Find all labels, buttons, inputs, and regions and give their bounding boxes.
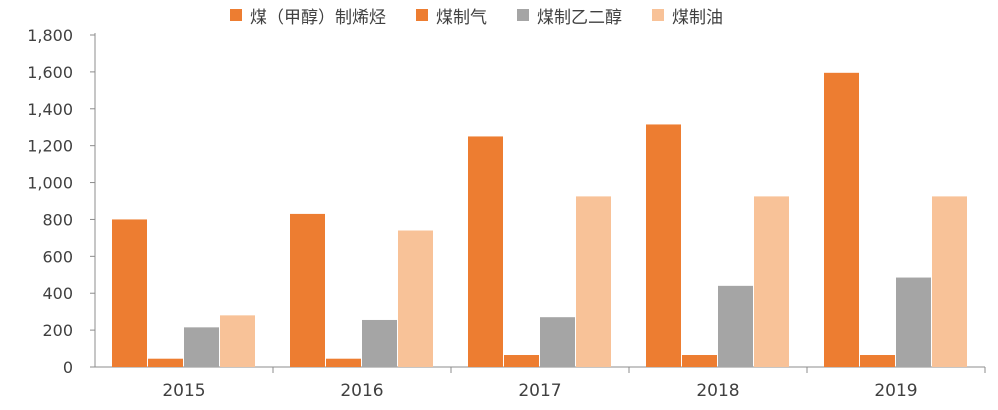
bar-2018-series-2 bbox=[718, 285, 753, 367]
y-tick-label: 1,800 bbox=[27, 26, 73, 45]
y-tick-label: 400 bbox=[42, 284, 73, 303]
y-tick-label: 1,400 bbox=[27, 100, 73, 119]
y-tick-label: 200 bbox=[42, 321, 73, 340]
bar-2015-series-2 bbox=[184, 327, 219, 367]
chart-legend: 煤（甲醇）制烯烃 煤制气 煤制乙二醇 煤制油 bbox=[230, 2, 753, 28]
legend-swatch-coal-olefins bbox=[230, 9, 242, 21]
legend-label-coal-gas: 煤制气 bbox=[436, 7, 487, 28]
bar-2017-series-2 bbox=[540, 317, 575, 367]
y-tick-label: 600 bbox=[42, 247, 73, 266]
y-tick-label: 1,600 bbox=[27, 63, 73, 82]
y-tick-label: 0 bbox=[63, 358, 73, 377]
bar-2018-series-0 bbox=[646, 124, 681, 367]
bar-2019-series-3 bbox=[932, 196, 967, 367]
y-tick-label: 1,000 bbox=[27, 174, 73, 193]
bar-2016-series-0 bbox=[290, 213, 325, 367]
bar-2015-series-1 bbox=[148, 358, 183, 367]
bar-2019-series-0 bbox=[824, 72, 859, 368]
bar-2015-series-3 bbox=[220, 315, 255, 367]
bar-2016-series-3 bbox=[398, 230, 433, 367]
bar-2017-series-1 bbox=[504, 355, 539, 367]
bar-2017-series-3 bbox=[576, 196, 611, 367]
legend-swatch-coal-glycol bbox=[517, 9, 529, 21]
x-tick-label: 2016 bbox=[340, 381, 383, 401]
legend-swatch-coal-oil bbox=[652, 9, 664, 21]
bar-2018-series-3 bbox=[754, 196, 789, 367]
legend-label-coal-glycol: 煤制乙二醇 bbox=[537, 7, 622, 28]
legend-label-coal-oil: 煤制油 bbox=[672, 7, 723, 28]
legend-item-coal-olefins: 煤（甲醇）制烯烃 bbox=[230, 3, 386, 28]
x-tick-label: 2015 bbox=[162, 381, 205, 401]
x-tick-label: 2019 bbox=[874, 381, 917, 401]
y-tick-label: 800 bbox=[42, 210, 73, 229]
bar-2019-series-2 bbox=[896, 277, 931, 367]
bar-2018-series-1 bbox=[682, 355, 717, 367]
x-tick-label: 2018 bbox=[696, 381, 739, 401]
bar-2017-series-0 bbox=[468, 136, 503, 367]
bar-2019-series-1 bbox=[860, 355, 895, 367]
bar-2016-series-2 bbox=[362, 319, 397, 367]
bar-2015-series-0 bbox=[112, 219, 147, 367]
x-tick-label: 2017 bbox=[518, 381, 561, 401]
y-tick-label: 1,200 bbox=[27, 137, 73, 156]
legend-item-coal-gas: 煤制气 bbox=[416, 3, 487, 28]
legend-item-coal-oil: 煤制油 bbox=[652, 3, 723, 28]
bar-2016-series-1 bbox=[326, 358, 361, 367]
legend-label-coal-olefins: 煤（甲醇）制烯烃 bbox=[250, 7, 386, 28]
legend-swatch-coal-gas bbox=[416, 9, 428, 21]
legend-item-coal-glycol: 煤制乙二醇 bbox=[517, 3, 622, 28]
